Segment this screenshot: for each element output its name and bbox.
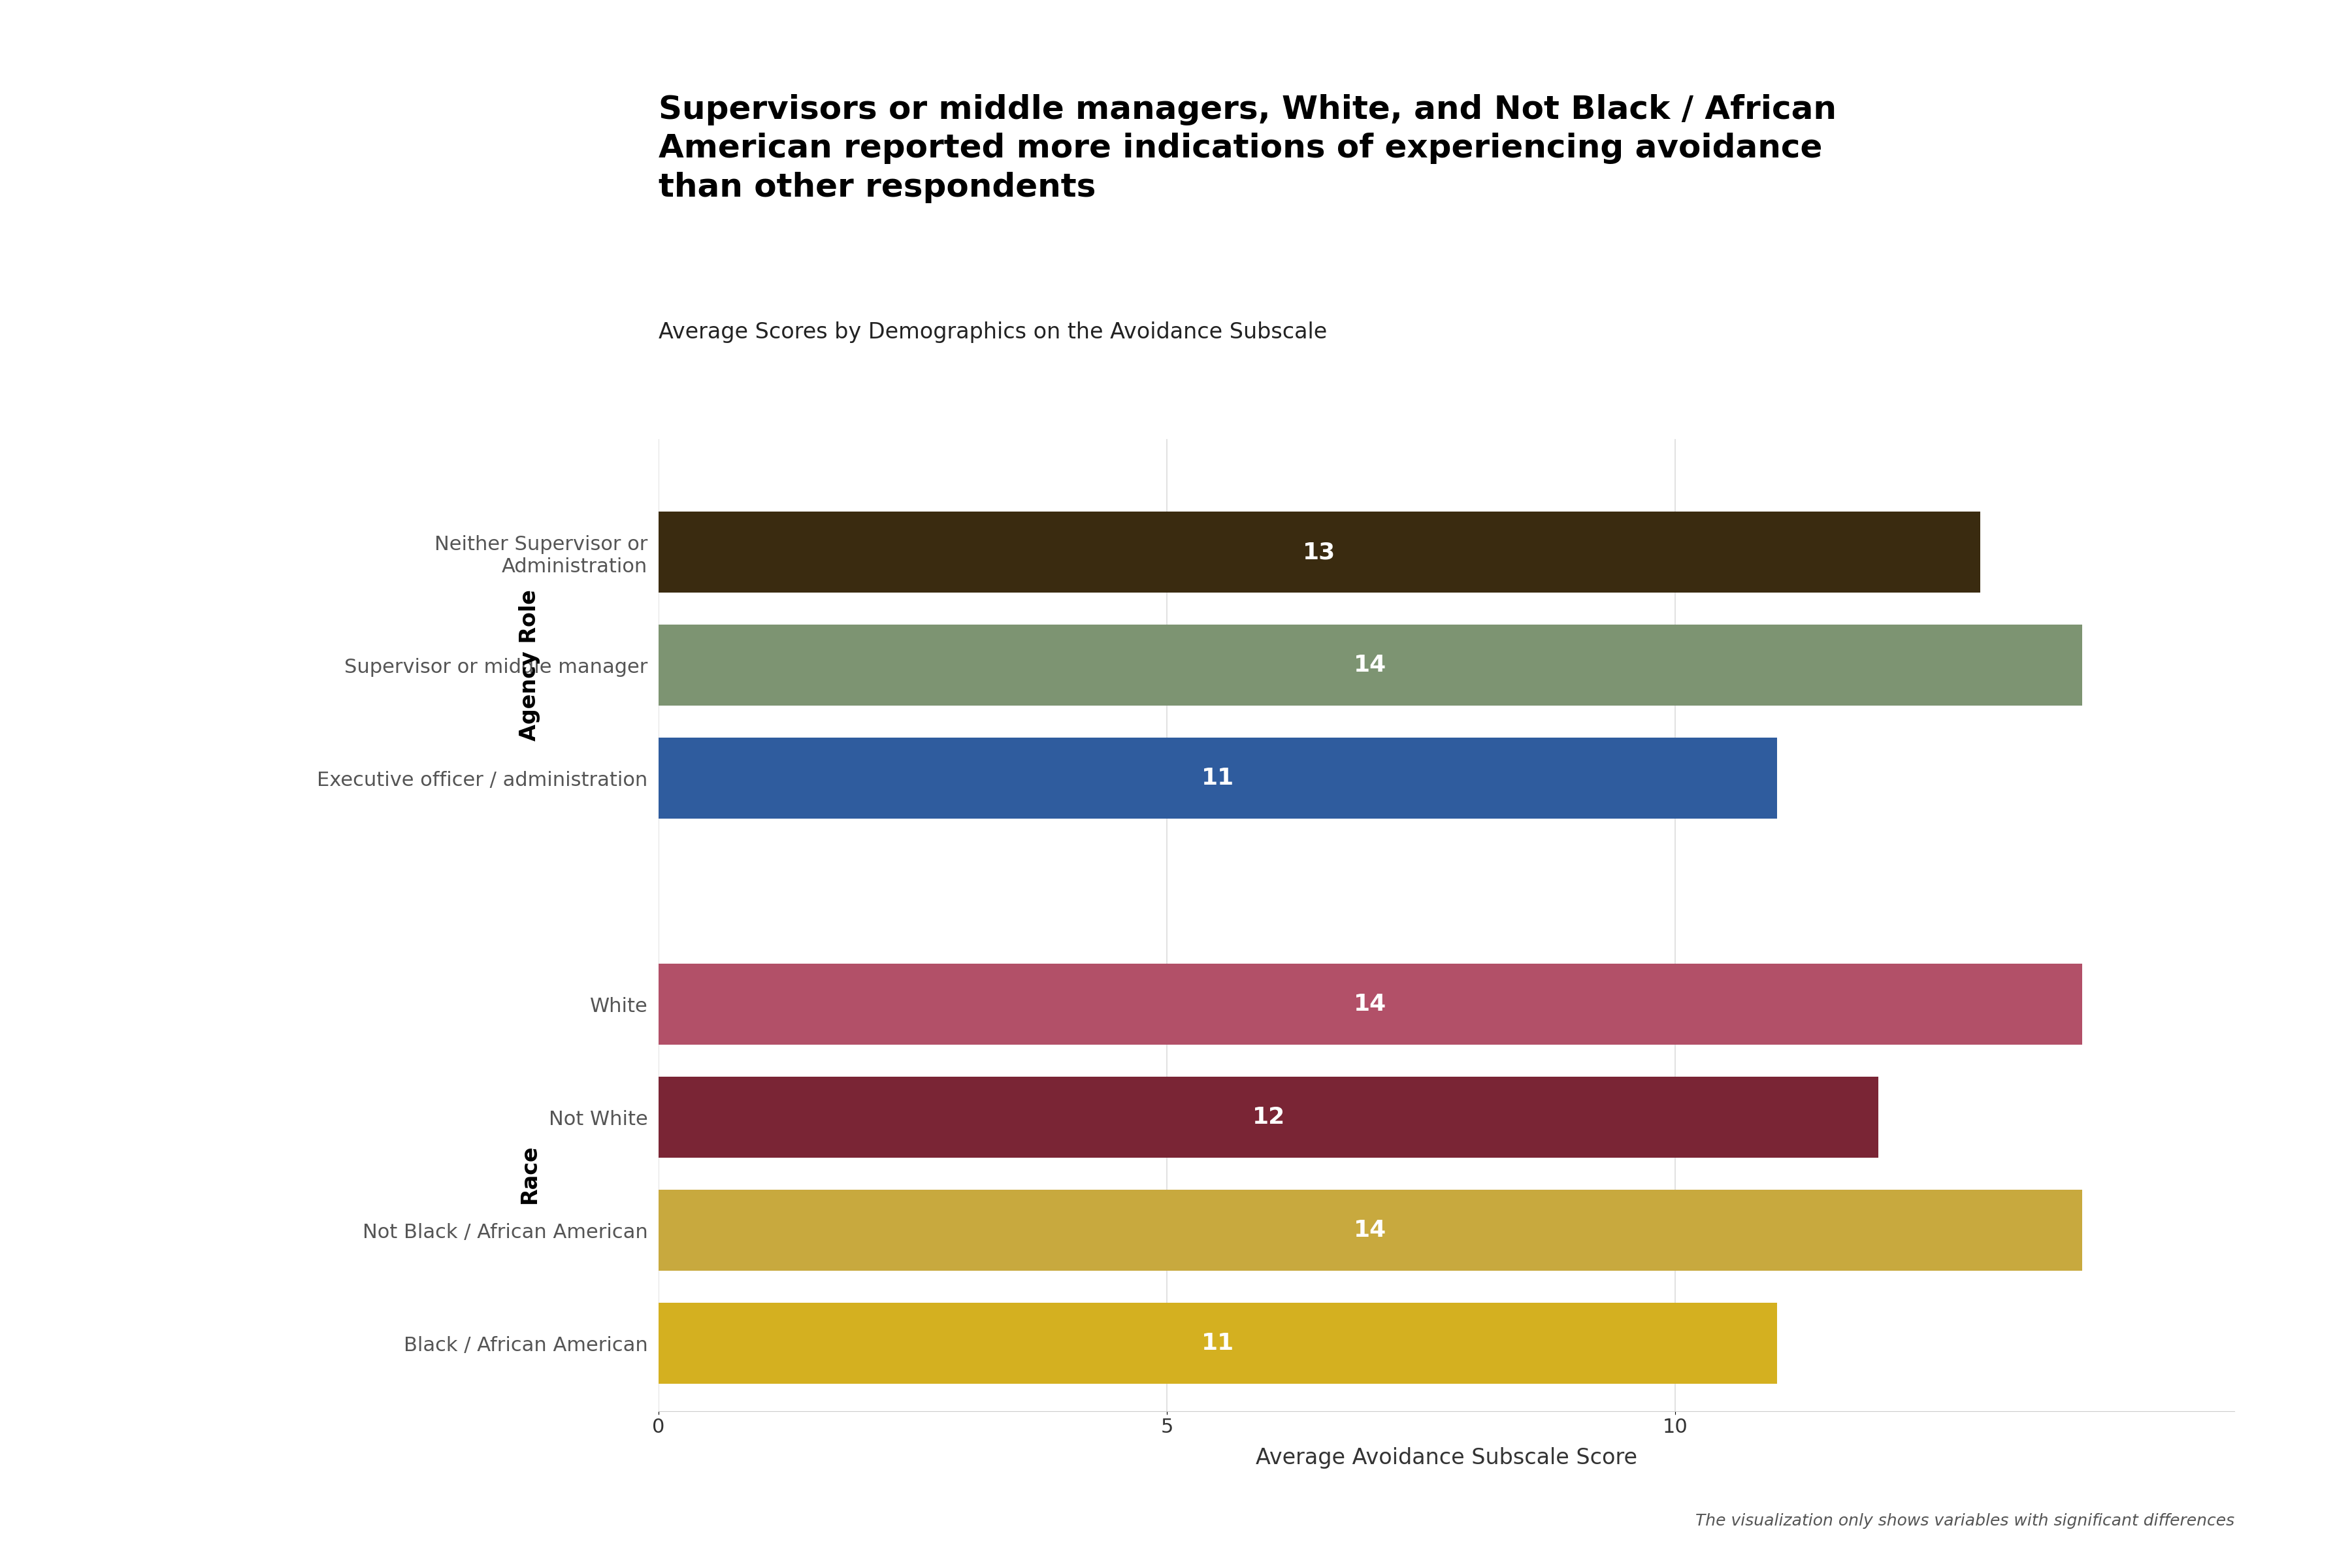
Text: 14: 14 [1355, 1220, 1388, 1242]
Text: 14: 14 [1355, 654, 1388, 676]
Text: Supervisors or middle managers, White, and Not Black / African
American reported: Supervisors or middle managers, White, a… [659, 94, 1837, 204]
Bar [659, 737, 1776, 818]
Bar [659, 964, 2082, 1044]
Text: 12: 12 [1251, 1105, 1284, 1129]
Text: 11: 11 [1202, 1333, 1235, 1355]
Text: Race: Race [517, 1145, 541, 1203]
X-axis label: Average Avoidance Subscale Score: Average Avoidance Subscale Score [1256, 1447, 1637, 1469]
Text: 13: 13 [1303, 541, 1336, 563]
Bar [659, 1077, 1879, 1159]
Bar [659, 511, 1980, 593]
Text: Average Scores by Demographics on the Avoidance Subscale: Average Scores by Demographics on the Av… [659, 321, 1327, 343]
Text: 11: 11 [1202, 767, 1235, 789]
Text: Agency Role: Agency Role [517, 590, 541, 740]
Text: 14: 14 [1355, 993, 1388, 1016]
Bar [659, 624, 2082, 706]
Bar [659, 1303, 1776, 1385]
Bar [659, 1190, 2082, 1272]
Text: The visualization only shows variables with significant differences: The visualization only shows variables w… [1696, 1513, 2234, 1529]
